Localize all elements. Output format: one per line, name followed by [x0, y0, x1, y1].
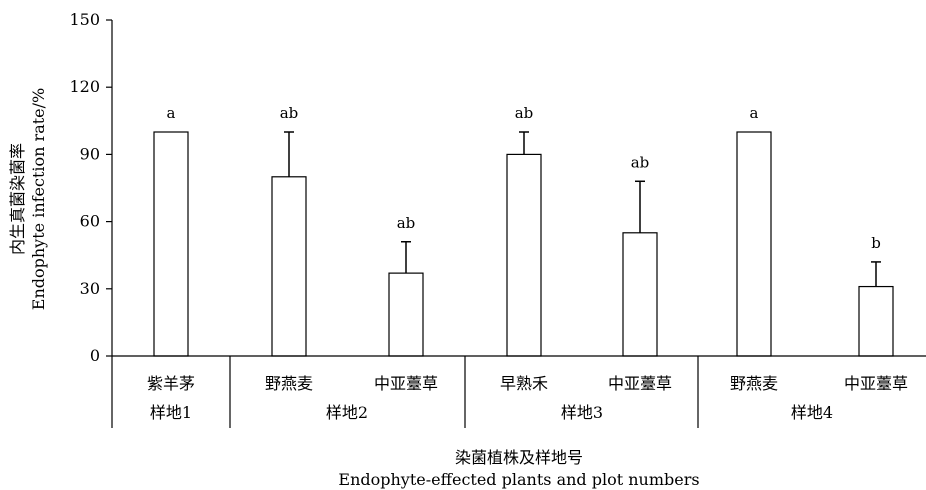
group-label: 样地4	[791, 403, 833, 422]
significance-label: ab	[515, 104, 534, 122]
significance-label: ab	[631, 153, 650, 171]
significance-label: ab	[397, 214, 416, 232]
category-label: 中亚薹草	[374, 374, 438, 393]
x-axis-label: 染菌植株及样地号	[455, 448, 583, 467]
category-label: 中亚薹草	[608, 374, 672, 393]
bar	[271, 176, 307, 357]
significance-label: a	[167, 104, 176, 122]
bar	[622, 232, 658, 357]
plot-area: a 紫羊茅 ab 野燕麦 ab 中亚薹草 ab 早熟禾 ab 中亚薹草 a 野燕麦 b 中亚薹草	[147, 104, 908, 393]
y-tick-label: 150	[69, 10, 100, 29]
bar	[388, 272, 424, 357]
y-tick-label: 0	[90, 346, 100, 365]
group-label: 样地3	[561, 403, 603, 422]
category-label: 早熟禾	[500, 374, 548, 393]
y-axis-label: 内生真菌染菌率	[8, 143, 27, 255]
category-label: 中亚薹草	[844, 374, 908, 393]
significance-label: ab	[280, 104, 299, 122]
category-label: 紫羊茅	[147, 374, 195, 393]
bar	[858, 285, 894, 357]
y-tick-label: 90	[80, 144, 100, 163]
axes	[111, 20, 926, 357]
y-tick-label: 120	[69, 77, 100, 96]
category-label: 野燕麦	[265, 374, 313, 393]
significance-label: a	[750, 104, 759, 122]
group-label: 样地2	[326, 403, 368, 422]
bar	[506, 153, 542, 357]
category-label: 野燕麦	[730, 374, 778, 393]
y-axis-label-en: Endophyte infection rate/%	[29, 88, 48, 310]
significance-label: b	[871, 234, 881, 252]
y-tick-label: 30	[80, 279, 100, 298]
bar	[736, 131, 772, 357]
group-label: 样地1	[150, 403, 192, 422]
x-axis-label-en: Endophyte-effected plants and plot numbe…	[338, 470, 699, 489]
bar	[153, 131, 189, 357]
y-tick-label: 60	[80, 212, 100, 231]
